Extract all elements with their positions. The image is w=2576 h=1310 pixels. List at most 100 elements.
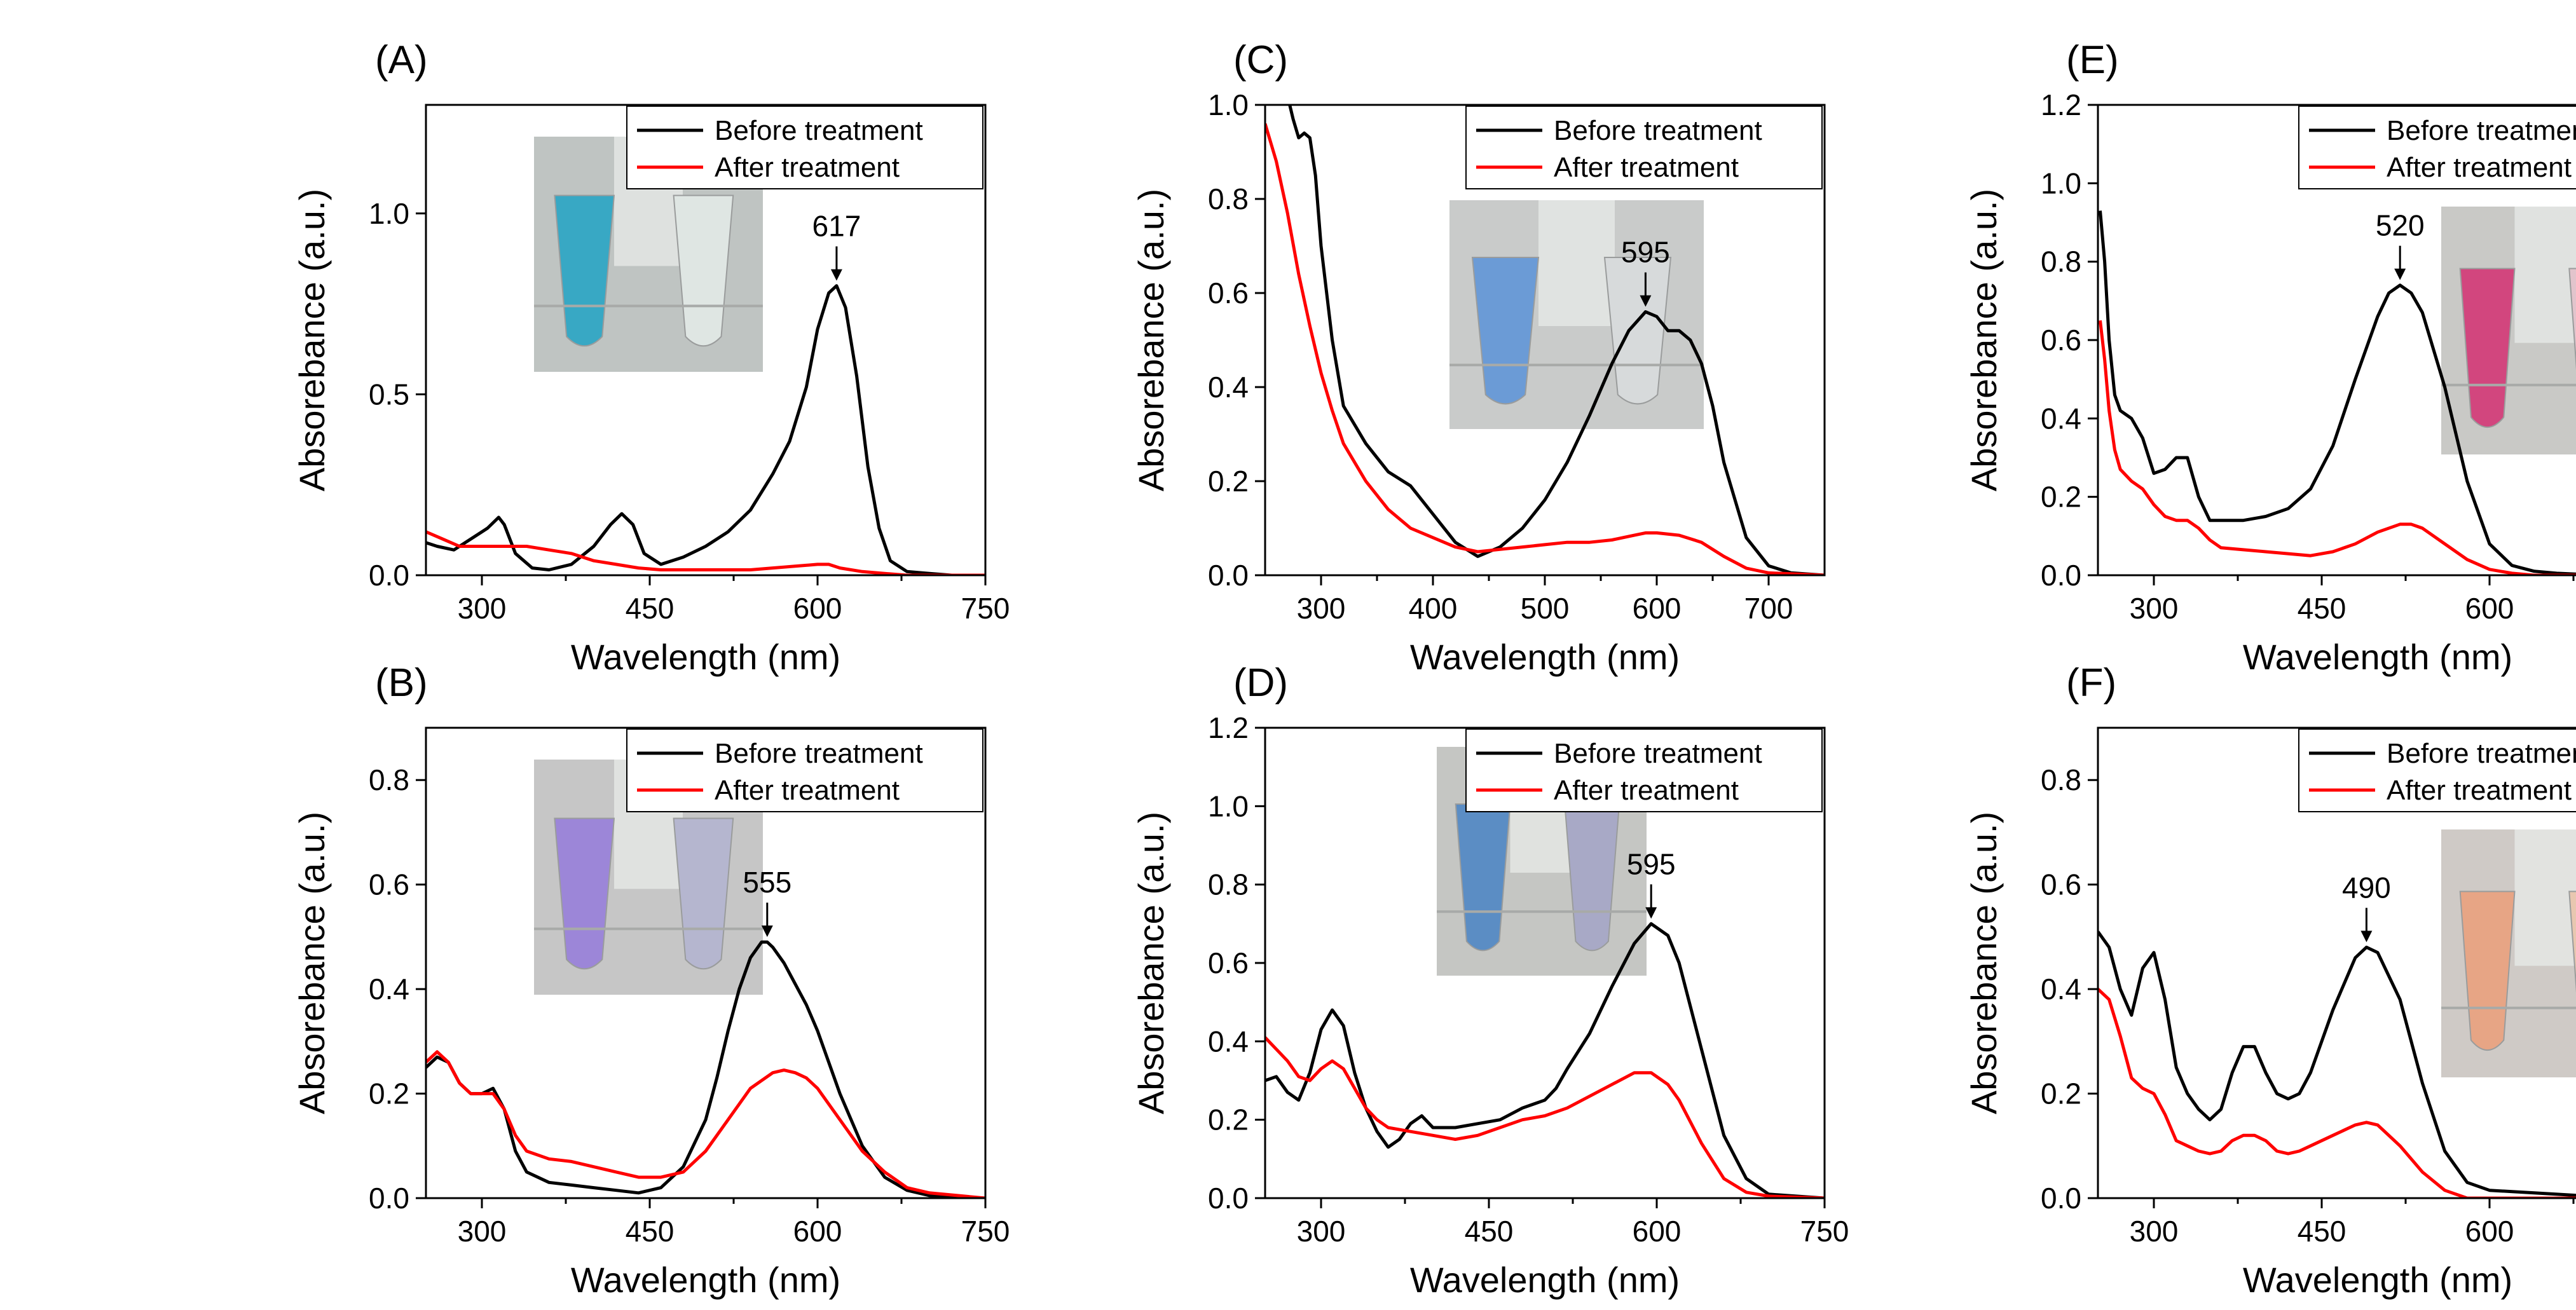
x-tick-label: 600 xyxy=(1633,1215,1682,1248)
legend-label-before: Before treatment xyxy=(2387,738,2576,769)
x-axis-title: Wavelength (nm) xyxy=(1410,1260,1680,1300)
y-tick-label: 0.0 xyxy=(2041,1182,2081,1215)
inset-paper xyxy=(2514,207,2576,343)
inset-tube-after xyxy=(2568,268,2576,371)
peak-annotation: 617 xyxy=(812,210,861,281)
x-tick-label: 300 xyxy=(2130,592,2179,625)
y-tick-label: 1.0 xyxy=(2041,167,2081,200)
legend-label-before: Before treatment xyxy=(715,738,923,769)
x-tick-label: 300 xyxy=(1297,592,1346,625)
y-tick-label: 0.6 xyxy=(1208,276,1249,310)
peak-arrow-head xyxy=(761,925,773,938)
y-tick-label: 0.8 xyxy=(2041,245,2081,278)
legend-label-after: After treatment xyxy=(715,152,900,183)
peak-annotation: 555 xyxy=(743,866,791,938)
inset-photo-c xyxy=(1449,200,1704,429)
x-axis-title: Wavelength (nm) xyxy=(2243,637,2512,677)
series-line-after xyxy=(1265,123,1825,575)
peak-arrow-head xyxy=(2360,931,2373,943)
inset-tube-before xyxy=(2459,890,2516,1051)
panel-label: (F) xyxy=(2066,661,2116,705)
inset-tube-before xyxy=(2459,268,2516,428)
panel-e: 3004506007500.00.20.40.60.81.01.2Wavelen… xyxy=(1964,38,2576,677)
legend: Before treatment After treatment xyxy=(626,106,983,189)
x-axis-title: Wavelength (nm) xyxy=(571,1260,840,1300)
peak-label: 617 xyxy=(812,210,861,243)
y-tick-label: 0.0 xyxy=(2041,559,2081,592)
peak-annotation: 595 xyxy=(1627,847,1676,919)
y-axis-title: Absorebance (a.u.) xyxy=(1131,812,1171,1114)
legend-box xyxy=(2298,728,2576,812)
inset-paper xyxy=(1538,200,1615,326)
panel-label: (B) xyxy=(375,661,428,705)
x-tick-label: 750 xyxy=(961,592,1010,625)
x-tick-label: 750 xyxy=(1800,1215,1849,1248)
legend-label-after: After treatment xyxy=(1554,152,1739,183)
series-group xyxy=(426,284,985,575)
legend: Before treatment After treatment xyxy=(1465,106,1823,189)
x-tick-label: 500 xyxy=(1521,592,1570,625)
y-axis-title: Absorebance (a.u.) xyxy=(292,812,332,1114)
plot-frame xyxy=(2097,727,2576,1199)
series-group xyxy=(2099,210,2576,575)
legend-label-after: After treatment xyxy=(1554,775,1739,806)
x-tick-label: 600 xyxy=(2465,592,2514,625)
panel-label: (A) xyxy=(375,38,428,82)
series-group xyxy=(1265,105,1825,575)
y-axis-title: Absorebance (a.u.) xyxy=(1964,189,2004,491)
legend-box xyxy=(1465,106,1823,189)
series-group xyxy=(2098,931,2576,1198)
panel-c: 300 400 500 600 700 0.0 0.2 0.4 0.6 0.8 1.0 Wavelen… xyxy=(1131,38,1826,677)
y-tick-label: 1.0 xyxy=(1208,789,1249,822)
inset-tube-after xyxy=(1603,257,1672,405)
y-tick-label: 0.8 xyxy=(1208,182,1249,215)
series-line-after xyxy=(2098,988,2576,1198)
inset-tube-after xyxy=(673,194,734,347)
peak-annotation: 595 xyxy=(1621,236,1670,307)
inset-photo-e xyxy=(2441,207,2576,454)
legend-box xyxy=(626,106,983,189)
x-tick-label: 450 xyxy=(626,592,675,625)
x-tick-label: 450 xyxy=(2298,592,2346,625)
legend-label-after: After treatment xyxy=(2387,152,2572,183)
x-tick-label: 400 xyxy=(1409,592,1458,625)
x-axis-title: Wavelength (nm) xyxy=(2243,1260,2512,1300)
series-line-before xyxy=(1288,105,1825,575)
plot-frame xyxy=(425,104,987,577)
x-tick-label: 600 xyxy=(793,1215,842,1248)
legend-label-before: Before treatment xyxy=(2387,115,2576,146)
inset-tube-before xyxy=(1455,803,1511,952)
peak-arrow-head xyxy=(1645,907,1657,919)
y-tick-label: 0.2 xyxy=(1208,1103,1249,1136)
y-tick-label: 0.8 xyxy=(369,763,409,796)
series-line-before xyxy=(426,940,985,1198)
y-tick-label: 0.5 xyxy=(369,378,409,411)
peak-label: 520 xyxy=(2376,209,2425,242)
y-tick-label: 0.6 xyxy=(369,868,409,901)
peak-annotation: 490 xyxy=(2342,871,2391,943)
y-tick-label: 0.4 xyxy=(2041,972,2081,1006)
legend-label-before: Before treatment xyxy=(1554,115,1762,146)
legend-label-before: Before treatment xyxy=(715,115,923,146)
series-line-after xyxy=(1265,1036,1825,1198)
x-tick-label: 750 xyxy=(961,1215,1010,1248)
y-axis-title: Absorebance (a.u.) xyxy=(1964,812,2004,1114)
panel-label: (E) xyxy=(2066,38,2119,82)
y-tick-label: 0.4 xyxy=(1208,1025,1249,1058)
series-line-before xyxy=(426,284,985,575)
peak-arrow-head xyxy=(1640,295,1652,307)
y-tick-label: 0.2 xyxy=(2041,1077,2081,1110)
inset-photo-b xyxy=(534,760,763,995)
y-axis-title: Absorebance (a.u.) xyxy=(1131,189,1171,491)
peak-annotation: 520 xyxy=(2376,209,2425,280)
y-tick-label: 0.0 xyxy=(1208,1182,1249,1215)
inset-tube-after xyxy=(2568,890,2576,993)
y-tick-label: 1.2 xyxy=(2041,88,2081,121)
panel-b: 300 450 600 750 0.0 0.2 0.4 0.6 0.8 Wavelength (n… xyxy=(292,661,1010,1300)
y-tick-label: 1.0 xyxy=(369,197,409,230)
series-line-after xyxy=(426,1050,985,1198)
peak-label: 595 xyxy=(1627,847,1676,880)
plot-frame xyxy=(425,727,987,1199)
x-tick-label: 600 xyxy=(1633,592,1682,625)
